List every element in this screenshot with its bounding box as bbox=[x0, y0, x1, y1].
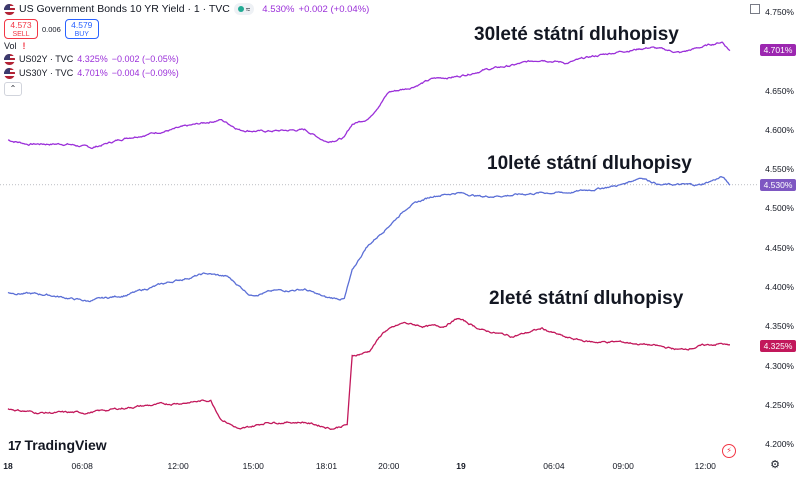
trade-buttons: 4.573 SELL 0.006 4.579 BUY bbox=[4, 19, 369, 39]
compare-symbol-value: 4.701% bbox=[77, 68, 108, 78]
chevron-up-icon: ⌃ bbox=[9, 84, 17, 93]
y-tick-label: 4.550% bbox=[765, 164, 794, 175]
tradingview-mark-icon: 17 bbox=[8, 437, 22, 453]
y-tick-label: 4.350% bbox=[765, 321, 794, 332]
compare-symbol-name: US02Y · TVC bbox=[19, 54, 74, 64]
buy-button[interactable]: 4.579 BUY bbox=[64, 19, 99, 39]
us-flag-icon bbox=[4, 67, 15, 79]
maximize-icon[interactable] bbox=[750, 4, 760, 14]
x-tick-label: 12:00 bbox=[167, 461, 189, 471]
sell-price: 4.573 bbox=[10, 20, 32, 30]
compare-symbol-us30y[interactable]: US30Y · TVC 4.701% −0.004 (−0.09%) bbox=[4, 67, 369, 79]
us-flag-icon bbox=[4, 53, 15, 65]
tradingview-wordmark: TradingView bbox=[24, 437, 107, 453]
x-tick-label: 09:00 bbox=[612, 461, 634, 471]
price-change: +0.002 (+0.04%) bbox=[298, 3, 370, 15]
series-line-us02y[interactable] bbox=[7, 317, 730, 430]
series-line-us30y[interactable] bbox=[7, 41, 731, 150]
compare-symbol-us02y[interactable]: US02Y · TVC 4.325% −0.002 (−0.05%) bbox=[4, 53, 369, 65]
gear-icon[interactable]: ⚙ bbox=[770, 459, 780, 471]
y-tick-label: 4.750% bbox=[765, 6, 794, 17]
us-flag-icon bbox=[4, 3, 15, 15]
y-tick-label: 4.500% bbox=[765, 203, 794, 214]
annotation-2y: 2leté státní dluhopisy bbox=[489, 288, 684, 309]
market-status-pill[interactable]: ≈ bbox=[233, 3, 255, 15]
x-tick-label: 18:01 bbox=[315, 461, 338, 471]
y-tick-label: 4.400% bbox=[765, 281, 794, 292]
y-tick-label: 4.300% bbox=[765, 360, 794, 371]
x-tick-label: 20:00 bbox=[378, 461, 400, 471]
buy-label: BUY bbox=[74, 31, 89, 38]
y-tick-label: 4.600% bbox=[765, 124, 794, 135]
y-tick-label: 4.250% bbox=[765, 399, 794, 410]
data-delay-icon: ≈ bbox=[245, 4, 251, 14]
compare-symbol-change: −0.002 (−0.05%) bbox=[111, 54, 179, 64]
market-open-icon bbox=[237, 6, 244, 12]
last-price: 4.530% bbox=[262, 3, 295, 15]
x-tick-label: 18 bbox=[3, 461, 13, 471]
volume-indicator-row[interactable]: Vol ! bbox=[4, 41, 369, 51]
tradingview-logo[interactable]: 17 TradingView bbox=[8, 437, 107, 453]
symbol-title[interactable]: US Government Bonds 10 YR Yield · 1 · TV… bbox=[19, 3, 230, 15]
y-tick-label: 4.450% bbox=[765, 242, 794, 253]
series-line-us10y[interactable] bbox=[7, 176, 731, 303]
x-tick-label: 19 bbox=[456, 461, 466, 471]
collapse-legend-button[interactable]: ⌃ bbox=[4, 82, 22, 96]
y-tick-label: 4.650% bbox=[765, 85, 794, 96]
price-tag-30y: 4.701% bbox=[760, 44, 796, 57]
x-tick-label: 12:00 bbox=[694, 461, 716, 471]
sell-button[interactable]: 4.573 SELL bbox=[4, 19, 38, 39]
x-tick-label: 06:04 bbox=[543, 461, 565, 471]
x-tick-label: 06:08 bbox=[71, 461, 93, 471]
price-tag-10y: 4.530% bbox=[760, 178, 796, 191]
sell-label: SELL bbox=[12, 31, 30, 38]
legend-panel: US Government Bonds 10 YR Yield · 1 · TV… bbox=[4, 2, 369, 96]
buy-price: 4.579 bbox=[71, 20, 93, 30]
compare-symbol-value: 4.325% bbox=[77, 54, 108, 64]
x-tick-label: 15:00 bbox=[242, 461, 264, 471]
annotation-10y: 10leté státní dluhopisy bbox=[487, 153, 692, 174]
volume-label: Vol bbox=[4, 41, 17, 51]
compare-symbol-change: −0.004 (−0.09%) bbox=[111, 68, 179, 78]
price-tag-2y: 4.325% bbox=[760, 339, 796, 352]
lightning-alert-icon[interactable]: ⚡ bbox=[722, 444, 736, 458]
symbol-header[interactable]: US Government Bonds 10 YR Yield · 1 · TV… bbox=[4, 2, 369, 16]
compare-symbol-name: US30Y · TVC bbox=[19, 68, 74, 78]
spread-value: 0.006 bbox=[42, 24, 61, 34]
y-tick-label: 4.200% bbox=[765, 439, 794, 450]
warning-icon[interactable]: ! bbox=[22, 41, 26, 51]
annotation-30y: 30leté státní dluhopisy bbox=[474, 24, 679, 45]
